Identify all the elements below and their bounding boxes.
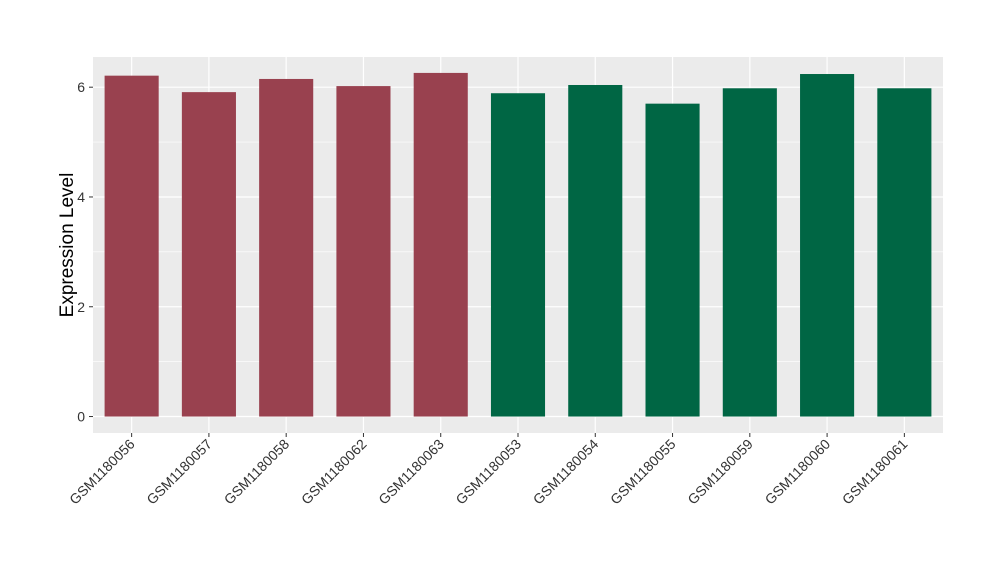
bars — [104, 72, 932, 417]
y-tick-label: 6 — [77, 79, 85, 95]
y-axis: 0 2 4 6 — [77, 79, 93, 425]
x-tick-label: GSM1180058 — [221, 436, 293, 508]
bar-GSM1180062 — [336, 86, 391, 417]
x-tick-label: GSM1180057 — [143, 436, 215, 508]
bar-GSM1180057 — [181, 92, 236, 417]
bar-GSM1180055 — [645, 103, 700, 417]
x-axis: GSM1180056 GSM1180057 GSM1180058 GSM1180062… — [66, 433, 911, 507]
x-tick-label: GSM1180061 — [839, 436, 911, 508]
x-tick-label: GSM1180054 — [530, 436, 602, 508]
x-tick-label: GSM1180060 — [762, 436, 834, 508]
bar-GSM1180063 — [413, 72, 468, 417]
bar-GSM1180060 — [800, 74, 855, 417]
y-tick-label: 2 — [77, 299, 85, 315]
bar-GSM1180054 — [568, 84, 623, 417]
bar-GSM1180058 — [259, 78, 314, 417]
y-tick-label: 0 — [77, 409, 85, 425]
bar-GSM1180059 — [722, 88, 777, 417]
x-tick-label: GSM1180063 — [375, 436, 447, 508]
bar-GSM1180053 — [490, 93, 546, 417]
bar-GSM1180061 — [877, 88, 932, 417]
y-tick-label: 4 — [77, 189, 85, 205]
x-tick-label: GSM1180053 — [452, 436, 524, 508]
bar-GSM1180056 — [104, 75, 159, 417]
y-axis-title: Expression Level — [57, 173, 78, 318]
x-tick-label: GSM1180062 — [298, 436, 370, 508]
x-tick-label: GSM1180055 — [607, 436, 679, 508]
x-tick-label: GSM1180059 — [684, 436, 756, 508]
x-tick-label: GSM1180056 — [66, 436, 138, 508]
